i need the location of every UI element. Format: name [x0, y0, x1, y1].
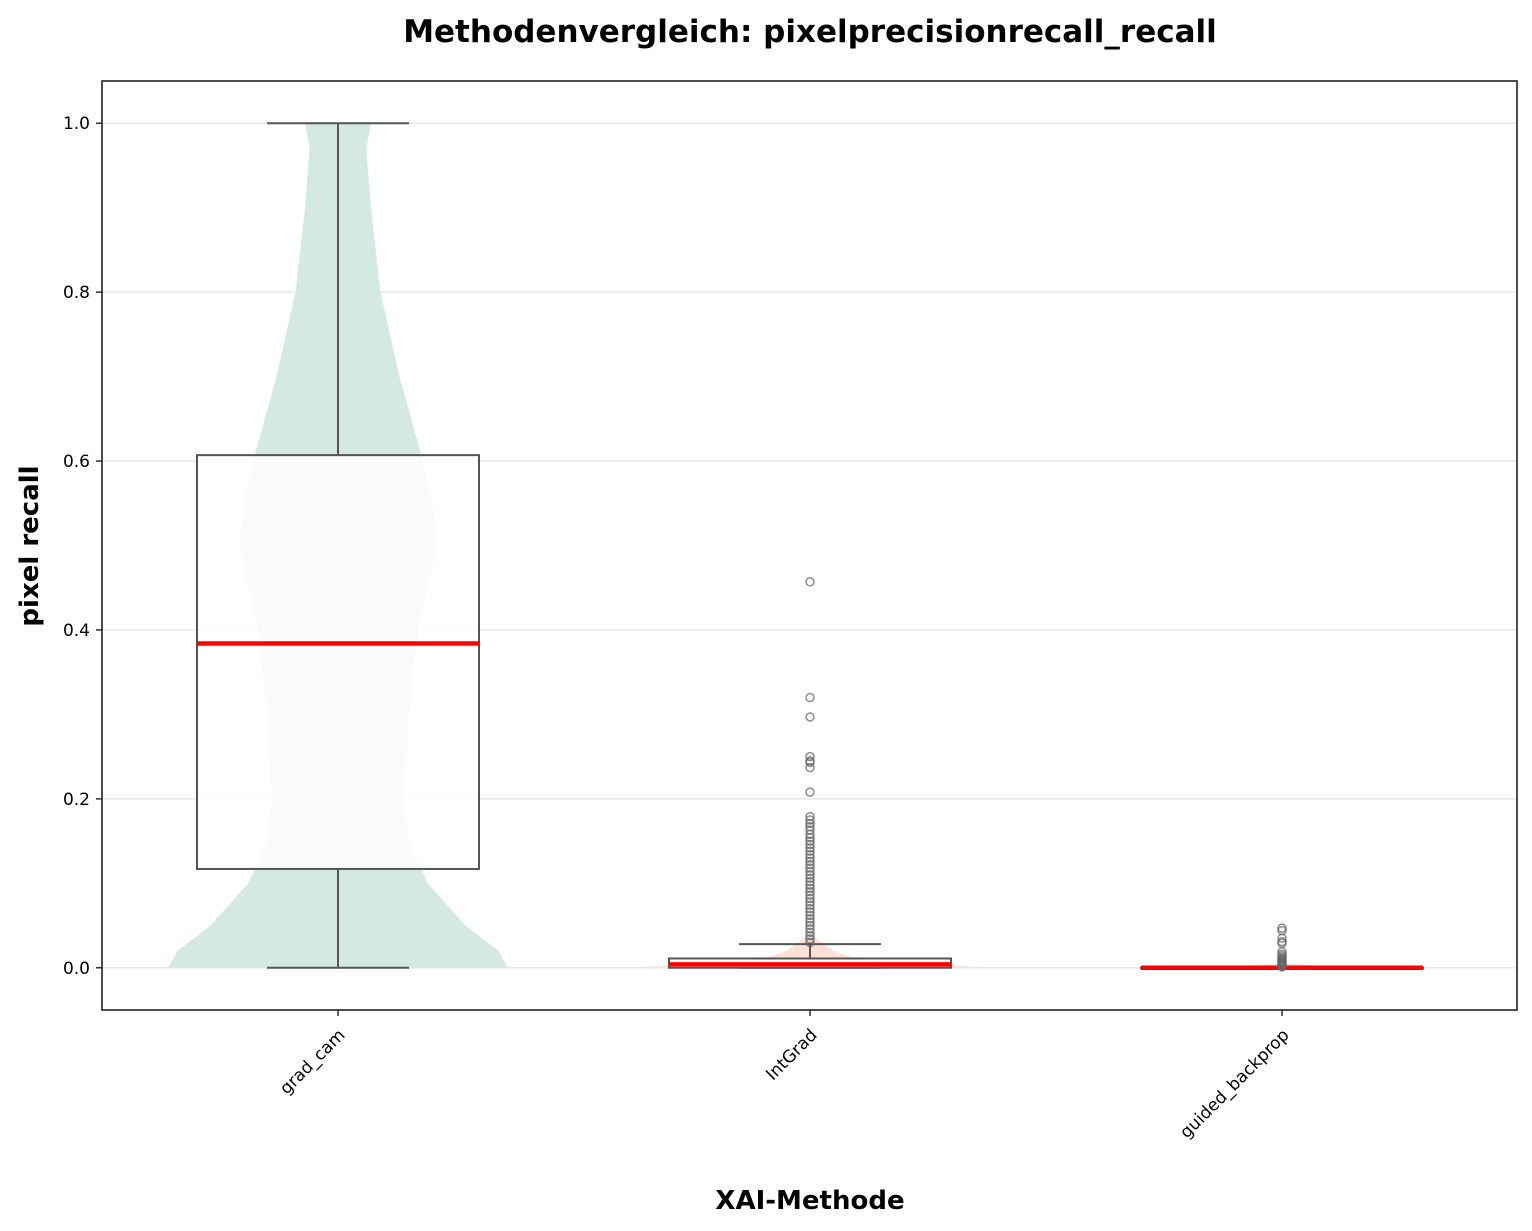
outliers [805, 577, 1287, 972]
outlier-point [805, 751, 815, 762]
outlier-point [805, 893, 815, 904]
boxplots [196, 122, 1424, 971]
outlier-point [805, 843, 815, 853]
x-tick-label: guided_backprop [1176, 1025, 1293, 1142]
outlier-point [805, 832, 815, 843]
outlier-point [805, 934, 815, 944]
outlier-point [805, 815, 815, 825]
outlier-point [805, 856, 815, 867]
outlier-point [805, 937, 815, 948]
outlier-point [805, 787, 815, 797]
outlier-point [805, 818, 815, 829]
outlier-point [805, 829, 815, 840]
outlier-point [805, 811, 815, 822]
outlier-point [1277, 962, 1287, 972]
y-tick-label: 0.6 [63, 452, 90, 472]
outlier-point [805, 920, 815, 931]
outlier-point [805, 712, 815, 722]
chart-title: Methodenvergleich: pixelprecisionrecall_… [403, 14, 1217, 50]
outlier-point [805, 880, 815, 890]
outlier-point [805, 849, 815, 860]
outlier-point [805, 863, 815, 873]
outlier-point [805, 577, 815, 587]
outlier-point [805, 903, 815, 914]
y-tick-label: 0.2 [63, 790, 90, 810]
outlier-point [805, 897, 815, 907]
x-tick-label: grad_cam [276, 1025, 349, 1098]
x-tick-label: IntGrad [762, 1025, 821, 1084]
outlier-point [1277, 933, 1287, 943]
y-tick-label: 0.0 [63, 959, 90, 979]
outlier-point [805, 910, 815, 921]
outlier-point [805, 866, 815, 877]
y-axis: 0.0 0.2 0.4 0.6 0.8 1.0 [63, 114, 102, 979]
x-axis: grad_cam IntGrad guided_backprop [276, 1010, 1294, 1143]
outlier-point [805, 873, 815, 884]
outlier-point [805, 853, 815, 863]
outlier-point [805, 914, 815, 924]
y-tick-label: 0.8 [63, 283, 90, 303]
outlier-point [805, 924, 815, 934]
y-tick-label: 0.4 [63, 621, 90, 641]
outlier-point [805, 907, 815, 917]
x-axis-title: XAI-Methode [715, 1186, 904, 1216]
outlier-point [805, 870, 815, 880]
outlier-point [805, 917, 815, 927]
outlier-point [805, 887, 815, 897]
outlier-point [805, 927, 815, 938]
outlier-point [805, 930, 815, 941]
y-tick-label: 1.0 [63, 114, 90, 134]
box-grad_cam [196, 454, 480, 870]
outlier-point [805, 883, 815, 894]
outlier-point [805, 839, 815, 850]
outlier-point [805, 757, 815, 768]
y-axis-title: pixel recall [15, 465, 45, 626]
outlier-point [805, 890, 815, 900]
outlier-point [805, 836, 815, 846]
outlier-point [805, 900, 815, 911]
outlier-point [805, 692, 815, 703]
outlier-point [805, 846, 815, 856]
outlier-point [805, 859, 815, 870]
outlier-point [805, 876, 815, 887]
outlier-point [805, 762, 815, 773]
